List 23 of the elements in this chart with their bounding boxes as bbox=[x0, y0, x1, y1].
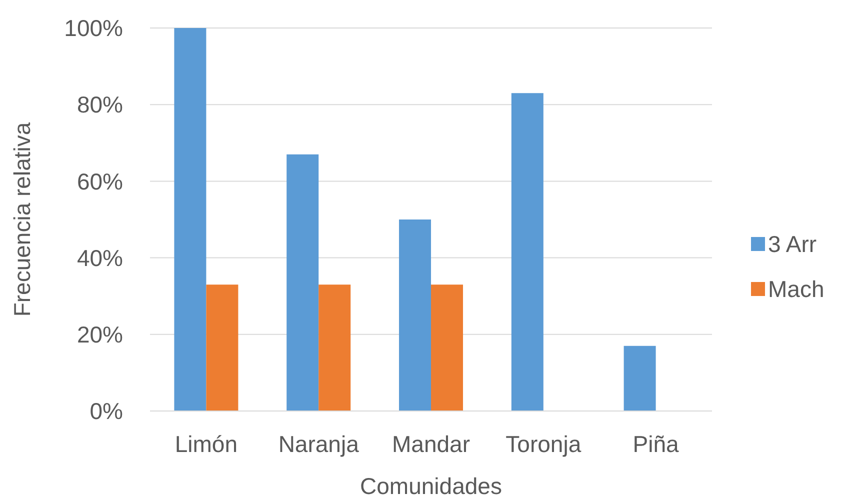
y-tick-label: 0% bbox=[90, 398, 123, 424]
legend-label: 3 Arr bbox=[768, 231, 817, 258]
bar bbox=[624, 346, 656, 411]
x-tick-label: Naranja bbox=[278, 431, 360, 457]
x-tick-label: Toronja bbox=[506, 431, 582, 457]
bar bbox=[286, 154, 319, 411]
x-tick-label: Mandar bbox=[392, 431, 470, 457]
x-tick-label: Piña bbox=[632, 431, 680, 457]
bar bbox=[431, 284, 463, 411]
y-tick-label: 80% bbox=[76, 92, 123, 118]
y-tick-label: 40% bbox=[76, 244, 123, 271]
y-tick-label: 100% bbox=[64, 15, 123, 42]
bar bbox=[399, 220, 431, 411]
x-axis-title: Comunidades bbox=[360, 473, 502, 499]
bar bbox=[318, 284, 351, 411]
x-tick-label: Limón bbox=[174, 431, 238, 457]
y-axis-title: Frecuencia relativa bbox=[9, 122, 35, 317]
bar bbox=[511, 93, 544, 411]
bar bbox=[174, 28, 206, 411]
bar bbox=[206, 284, 238, 411]
y-tick-label: 60% bbox=[76, 168, 123, 194]
legend-label: Mach bbox=[768, 276, 824, 302]
y-tick-label: 20% bbox=[76, 321, 123, 348]
